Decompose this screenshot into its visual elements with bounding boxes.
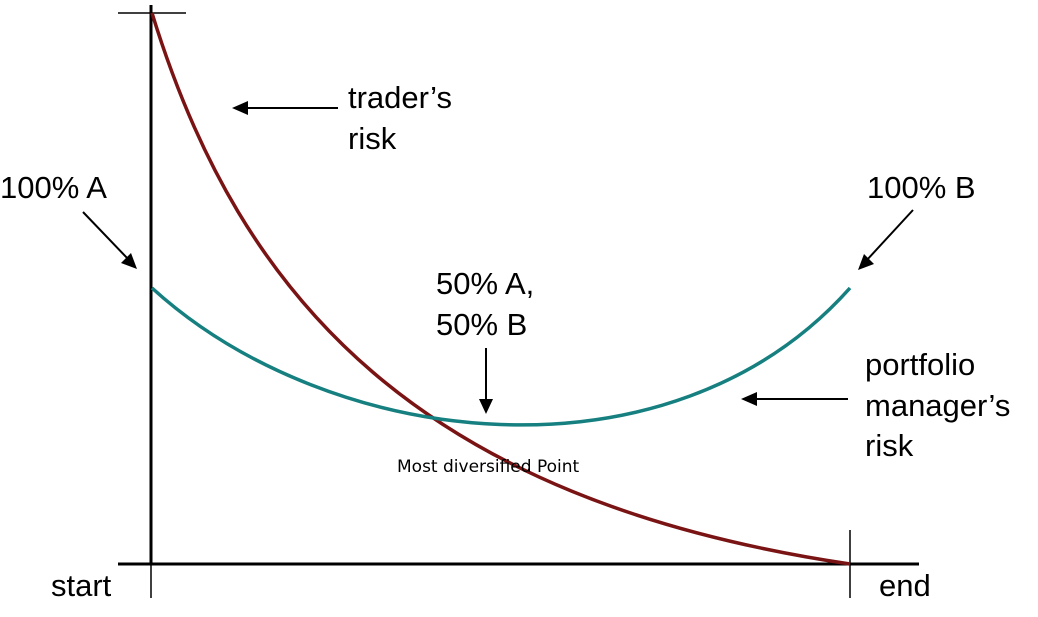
arrow-to-100a-shaft [82,211,130,261]
most-diversified-label: Most diversified Point [397,457,580,477]
fifty-fifty-label-line2: 50% B [436,307,527,342]
traders-risk-label-line1: trader’s [348,80,452,115]
arrow-to-portfolio-curve [741,392,848,406]
axes [118,5,919,598]
arrow-to-traders-curve [232,101,338,115]
hundred-a-label: 100% A [0,170,107,205]
start-label: start [51,568,112,603]
arrow-left-icon [741,392,757,406]
arrow-to-100b-shaft [865,209,914,262]
hundred-b-label: 100% B [867,170,976,205]
arrow-to-100a [82,211,137,269]
portfolio-risk-label-line3: risk [865,428,914,463]
portfolio-risk-curve [150,286,852,427]
arrow-to-100b [858,209,914,270]
portfolio-risk-label-line2: manager’s [865,388,1010,423]
portfolio-risk-label-line1: portfolio [865,347,975,382]
arrow-down-left-icon [858,254,874,270]
traders-risk-label-line2: risk [348,121,397,156]
arrow-down-icon [479,399,493,414]
traders-risk-curve [150,12,851,566]
fifty-fifty-label-line1: 50% A, [436,266,534,301]
end-label: end [879,568,931,603]
arrow-to-min [479,348,493,414]
arrow-left-icon [232,101,248,115]
arrow-down-right-icon [121,253,137,269]
